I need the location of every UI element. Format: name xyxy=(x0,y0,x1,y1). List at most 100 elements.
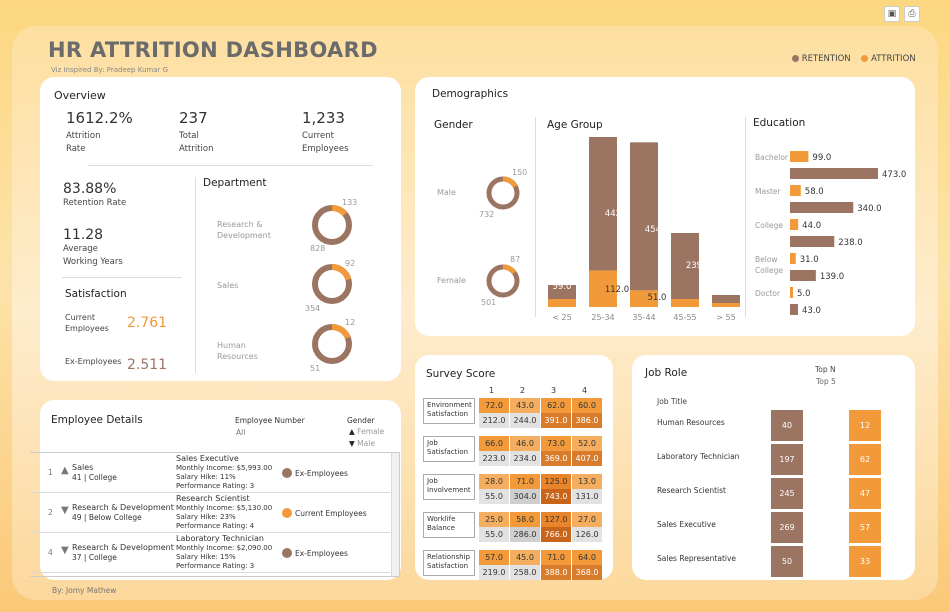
table-scrollbar[interactable] xyxy=(391,453,399,576)
employee-row[interactable]: 1 ▲ Sales 41 | College Sales Executive M… xyxy=(30,453,390,493)
employee-status: Current Employees xyxy=(295,509,367,518)
demographics-card: Demographics Gender Male 150 732 Female … xyxy=(415,77,915,336)
kpi-value: 11.28 xyxy=(63,227,104,243)
age-bar-retention xyxy=(671,233,699,299)
survey-row-label: Job Satisfaction xyxy=(423,436,475,462)
edu-bar-retention xyxy=(790,202,854,213)
edu-bar-attrition xyxy=(790,151,809,162)
dept-donut-rd xyxy=(312,205,352,245)
pdf-download-icon[interactable]: ⎙ xyxy=(904,6,920,22)
gender-donut-female xyxy=(486,264,520,298)
job-title-label: Research Scientist xyxy=(657,486,726,495)
legend-retention-dot xyxy=(792,55,799,62)
employee-number: 2 xyxy=(48,508,53,517)
job-role-chart: Human Resources 40 12 Laboratory Technician… xyxy=(632,355,915,580)
age-bar-attrition xyxy=(548,299,576,307)
age-data-label: 112.0 xyxy=(605,285,629,295)
employee-department: Research & Development xyxy=(72,503,174,512)
survey-retention-cell: 407.0 xyxy=(572,451,602,466)
survey-retention-cell: 223.0 xyxy=(479,451,509,466)
overview-card: Overview 1612.2% Attrition Rate 237 Tota… xyxy=(40,77,401,381)
employee-income: Monthly Income: $5,130.00 xyxy=(176,504,273,512)
divider xyxy=(195,177,196,373)
survey-row-label: Relationship Satisfaction xyxy=(423,550,475,576)
job-role-attrition-bar: 47 xyxy=(849,478,881,509)
edu-category-label: College xyxy=(755,221,783,230)
survey-retention-cell: 304.0 xyxy=(510,489,540,504)
survey-title: Survey Score xyxy=(426,368,496,380)
survey-attrition-cell: 45.0 xyxy=(510,550,540,565)
survey-attrition-cell: 62.0 xyxy=(541,398,571,413)
edu-category-label: Below xyxy=(755,255,778,264)
employee-number-filter[interactable]: All xyxy=(236,428,246,437)
survey-retention-cell: 391.0 xyxy=(541,413,571,428)
status-dot xyxy=(282,548,292,558)
survey-retention-cell: 55.0 xyxy=(479,489,509,504)
gender-option-female[interactable]: ▲ Female xyxy=(349,427,384,436)
survey-attrition-cell: 25.0 xyxy=(479,512,509,527)
employee-row[interactable]: 2 ▼ Research & Development 49 | Below Co… xyxy=(30,493,390,533)
survey-retention-cell: 126.0 xyxy=(572,527,602,542)
legend-attrition-dot xyxy=(861,55,869,62)
status-dot xyxy=(282,468,292,478)
edu-retention-label: 238.0 xyxy=(838,238,862,248)
dept-attrition-value: 12 xyxy=(345,318,356,327)
job-role-card: Job Role Top N Top 5 Job Title Human Res… xyxy=(632,355,915,580)
kpi-value: 237 xyxy=(179,109,208,127)
legend-attrition-label: ATTRITION xyxy=(871,54,916,64)
age-data-label: 51.0 xyxy=(648,293,667,303)
satisfaction-title: Satisfaction xyxy=(65,288,127,300)
survey-retention-cell: 743.0 xyxy=(541,489,571,504)
edu-bar-retention xyxy=(790,270,816,281)
edu-bar-attrition xyxy=(790,185,801,196)
job-title-label: Sales Representative xyxy=(657,554,737,563)
age-bar-retention xyxy=(548,285,576,299)
kpi-label: Retention Rate xyxy=(63,198,127,208)
survey-attrition-cell: 57.0 xyxy=(479,550,509,565)
survey-attrition-cell: 125.0 xyxy=(541,474,571,489)
survey-row-label: Environment Satisfaction xyxy=(423,398,475,424)
satisfaction-current-label: Current Employees xyxy=(65,313,109,333)
edu-category-label: Master xyxy=(755,187,782,196)
divider xyxy=(62,277,182,278)
employee-department: Research & Development xyxy=(72,543,174,552)
job-title-label: Sales Executive xyxy=(657,520,716,529)
employee-salary-hike: Salary Hike: 23% xyxy=(176,513,236,521)
age-bar-attrition xyxy=(630,290,658,307)
image-download-icon[interactable]: ▣ xyxy=(884,6,900,22)
subtitle: Viz Inspired By: Pradeep Kumar G xyxy=(51,66,169,74)
age-data-label: 454.0 xyxy=(645,225,669,235)
survey-row-label: Worklife Balance xyxy=(423,512,475,538)
survey-retention-cell: 55.0 xyxy=(479,527,509,542)
topn-select[interactable]: Top 5 xyxy=(816,377,836,386)
employee-salary-hike: Salary Hike: 15% xyxy=(176,553,236,561)
age-data-label: 442.0 xyxy=(605,209,629,219)
gender-retention-value: 501 xyxy=(481,298,497,307)
gender-retention-value: 732 xyxy=(479,210,495,219)
edu-bar-retention xyxy=(790,236,835,247)
edu-retention-label: 43.0 xyxy=(802,306,821,316)
edu-attrition-label: 31.0 xyxy=(800,255,819,265)
survey-heatmap: 1 2 3 4 Environment Satisfaction 72.0 43.0 62.0… xyxy=(415,355,613,580)
triangle-up-icon: ▲ xyxy=(349,427,355,436)
survey-attrition-cell: 28.0 xyxy=(479,474,509,489)
age-tick-label: < 25 xyxy=(552,313,571,322)
donut-attrition-arc xyxy=(486,264,520,298)
gender-option-male[interactable]: ▼ Male xyxy=(349,439,375,448)
survey-attrition-cell: 43.0 xyxy=(510,398,540,413)
age-data-label: 59.0 xyxy=(553,282,572,292)
edu-category-label: Bachelor xyxy=(755,153,789,162)
edu-category-label: College xyxy=(755,266,783,275)
survey-attrition-cell: 52.0 xyxy=(572,436,602,451)
survey-retention-cell: 369.0 xyxy=(541,451,571,466)
edu-retention-label: 473.0 xyxy=(882,170,906,180)
employee-number-label: Employee Number xyxy=(235,416,305,425)
edu-bar-attrition xyxy=(790,253,796,264)
kpi-current-employees: 1,233 Current Employees xyxy=(302,109,392,156)
kpi-label: Average Working Years xyxy=(63,244,123,267)
topn-label: Top N xyxy=(815,365,836,374)
employee-performance: Performance Rating: 3 xyxy=(176,482,255,490)
employee-row[interactable]: 4 ▼ Research & Development 37 | College … xyxy=(30,533,390,573)
donut-attrition-arc xyxy=(312,264,352,304)
dept-retention-value: 828 xyxy=(310,244,326,253)
